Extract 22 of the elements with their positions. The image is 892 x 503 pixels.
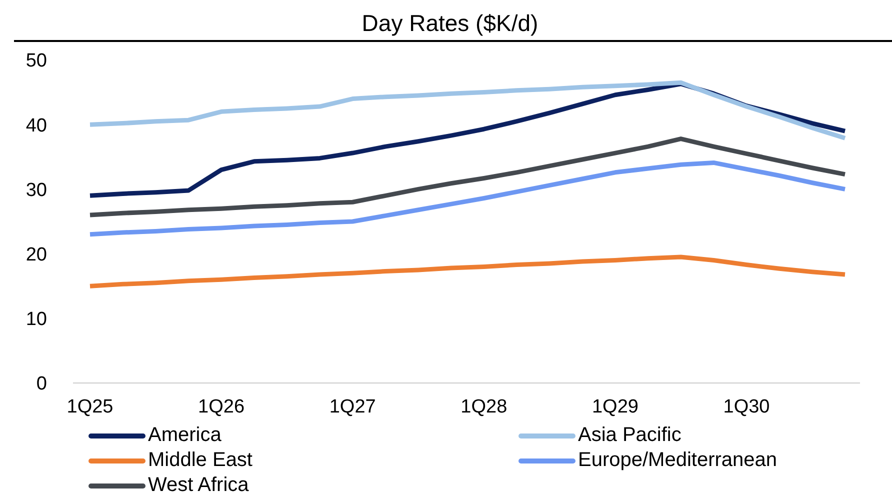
x-tick-label: 1Q27 <box>329 396 376 418</box>
x-tick-label: 1Q28 <box>460 396 508 418</box>
x-tick-label: 1Q30 <box>723 396 770 418</box>
legend-label: Asia Pacific <box>578 423 682 448</box>
y-tick-label: 50 <box>26 50 47 72</box>
legend-label: Europe/Mediterranean <box>578 448 778 473</box>
x-tick-label: 1Q26 <box>198 396 245 418</box>
y-tick-label: 30 <box>26 180 47 201</box>
y-tick-label: 0 <box>36 374 47 395</box>
y-tick-label: 40 <box>26 115 47 136</box>
x-tick-label: 1Q29 <box>592 396 638 418</box>
chart-title: Day Rates ($K/d) <box>360 9 540 38</box>
legend-label: Middle East <box>148 448 252 473</box>
legend-label: America <box>148 423 222 448</box>
legend-label: West Africa <box>148 473 249 498</box>
x-tick-label: 1Q25 <box>66 396 114 418</box>
line-series <box>88 136 848 218</box>
y-tick-label: 10 <box>26 309 47 330</box>
line-series <box>88 80 848 140</box>
line-series <box>88 160 848 237</box>
line-series <box>88 254 848 288</box>
y-tick-label: 20 <box>26 244 47 266</box>
